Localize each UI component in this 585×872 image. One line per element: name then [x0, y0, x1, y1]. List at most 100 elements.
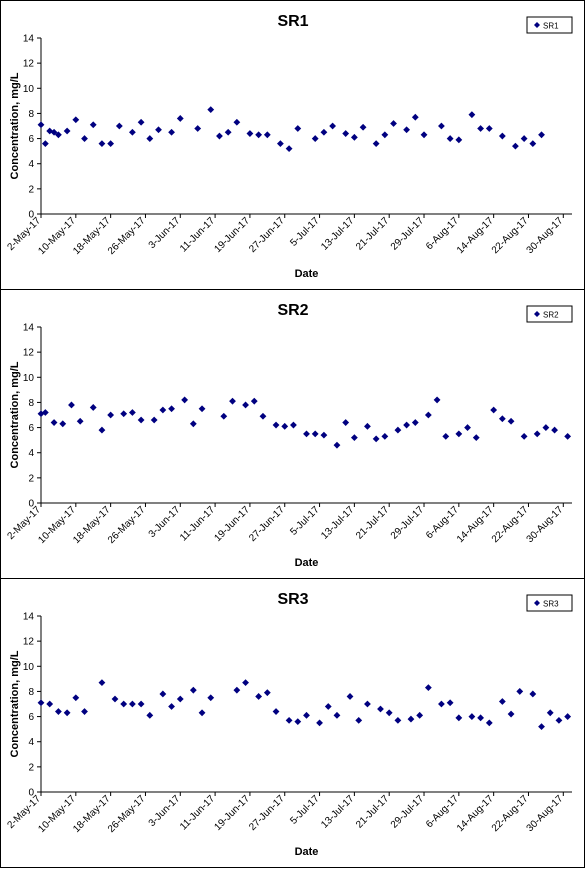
- data-point: [137, 118, 145, 126]
- y-tick-label: 10: [23, 84, 35, 95]
- data-point: [420, 131, 428, 139]
- data-point: [159, 690, 167, 698]
- x-tick-label: 13-Jul-17: [319, 215, 357, 253]
- data-point: [364, 700, 371, 708]
- data-point: [150, 416, 158, 424]
- x-tick-label: 27-Jun-17: [247, 215, 287, 255]
- x-tick-label: 29-Jul-17: [389, 793, 427, 831]
- y-tick-label: 10: [23, 373, 35, 384]
- data-point: [355, 716, 363, 724]
- data-point: [198, 709, 206, 717]
- data-point: [377, 705, 384, 713]
- data-point: [207, 106, 215, 114]
- data-point: [372, 435, 380, 443]
- data-point: [181, 396, 189, 404]
- x-tick-label: 22-Aug-17: [490, 215, 531, 256]
- x-tick-label: 26-May-17: [106, 215, 148, 257]
- chart-title: SR2: [277, 302, 308, 319]
- chart-panel-sr1: SR1 0 2 4 6 8 10 12 14 2-May-17 10-May-17 18-May-17…: [0, 0, 585, 290]
- y-tick-label: 8: [28, 398, 34, 409]
- x-tick-label: 3-Jun-17: [147, 215, 183, 251]
- data-point: [72, 116, 80, 124]
- y-tick-label: 14: [23, 323, 35, 334]
- data-point: [146, 135, 154, 142]
- data-point: [538, 723, 545, 731]
- data-point: [146, 711, 154, 719]
- data-point: [50, 128, 58, 136]
- data-point: [403, 421, 411, 429]
- y-tick-label: 14: [23, 34, 35, 45]
- y-tick-label: 12: [23, 348, 35, 359]
- data-point: [333, 711, 341, 719]
- data-point: [520, 135, 528, 142]
- data-point: [477, 125, 484, 132]
- data-point: [189, 686, 197, 694]
- data-point: [41, 140, 49, 147]
- data-point: [311, 135, 319, 142]
- data-point: [438, 122, 445, 130]
- data-point: [507, 417, 515, 425]
- data-point: [533, 430, 541, 438]
- y-tick-label: 6: [28, 423, 34, 434]
- y-tick-label: 0: [28, 788, 34, 799]
- data-point: [551, 426, 558, 434]
- data-point: [498, 415, 506, 423]
- data-point: [242, 401, 249, 409]
- data-point: [59, 420, 67, 428]
- x-tick-label: 3-Jun-17: [147, 793, 183, 829]
- chart-sr1: SR1024681012142-May-1710-May-1718-May-17…: [5, 13, 573, 280]
- data-point: [555, 716, 563, 724]
- y-tick-label: 8: [28, 687, 34, 698]
- data-point: [98, 426, 106, 434]
- data-point: [155, 126, 162, 134]
- data-point: [294, 718, 302, 725]
- data-point: [542, 424, 550, 431]
- x-tick-label: 22-Aug-17: [490, 793, 531, 834]
- data-point: [285, 145, 293, 153]
- chart-panel-sr2: SR2 0 2 4 6 8 10 12 14 2-May-17 10-May-17 18-May-17…: [0, 289, 585, 579]
- legend-label: SR3: [543, 600, 559, 609]
- data-point: [359, 123, 367, 131]
- data-point: [176, 695, 184, 703]
- data-point: [416, 711, 424, 719]
- data-point: [233, 686, 241, 694]
- y-tick-label: 12: [23, 637, 35, 648]
- y-tick-label: 0: [28, 210, 34, 221]
- data-point: [55, 708, 62, 715]
- x-tick-label: 21-Jul-17: [354, 793, 392, 831]
- data-point: [485, 719, 493, 727]
- data-point: [194, 125, 202, 132]
- x-axis-label: Date: [295, 846, 319, 858]
- legend-label: SR1: [543, 22, 559, 31]
- data-point: [111, 695, 119, 703]
- data-point: [120, 700, 128, 708]
- y-tick-label: 8: [28, 109, 34, 120]
- y-axis-label: Concentration, mg/L: [9, 72, 21, 179]
- data-point: [403, 126, 411, 134]
- x-tick-label: 11-Jun-17: [178, 793, 217, 832]
- data-point: [168, 405, 175, 413]
- x-tick-label: 30-Aug-17: [525, 504, 566, 545]
- data-point: [189, 420, 197, 428]
- data-point: [381, 131, 389, 139]
- data-point: [364, 422, 371, 430]
- x-tick-label: 19-Jun-17: [212, 215, 252, 255]
- data-point: [350, 434, 358, 442]
- legend-marker: [534, 600, 540, 606]
- chart-title: SR1: [277, 13, 308, 30]
- y-tick-label: 14: [23, 612, 35, 623]
- data-point: [285, 716, 293, 724]
- data-point: [263, 689, 271, 697]
- data-point: [159, 406, 167, 414]
- data-point: [37, 121, 45, 129]
- y-tick-label: 4: [28, 448, 34, 459]
- data-point: [464, 424, 471, 431]
- y-tick-label: 2: [28, 473, 34, 484]
- data-point: [516, 688, 524, 695]
- data-point: [255, 131, 263, 139]
- data-point: [424, 684, 432, 692]
- data-point: [120, 410, 128, 418]
- x-axis-label: Date: [295, 268, 319, 280]
- data-point: [50, 419, 58, 426]
